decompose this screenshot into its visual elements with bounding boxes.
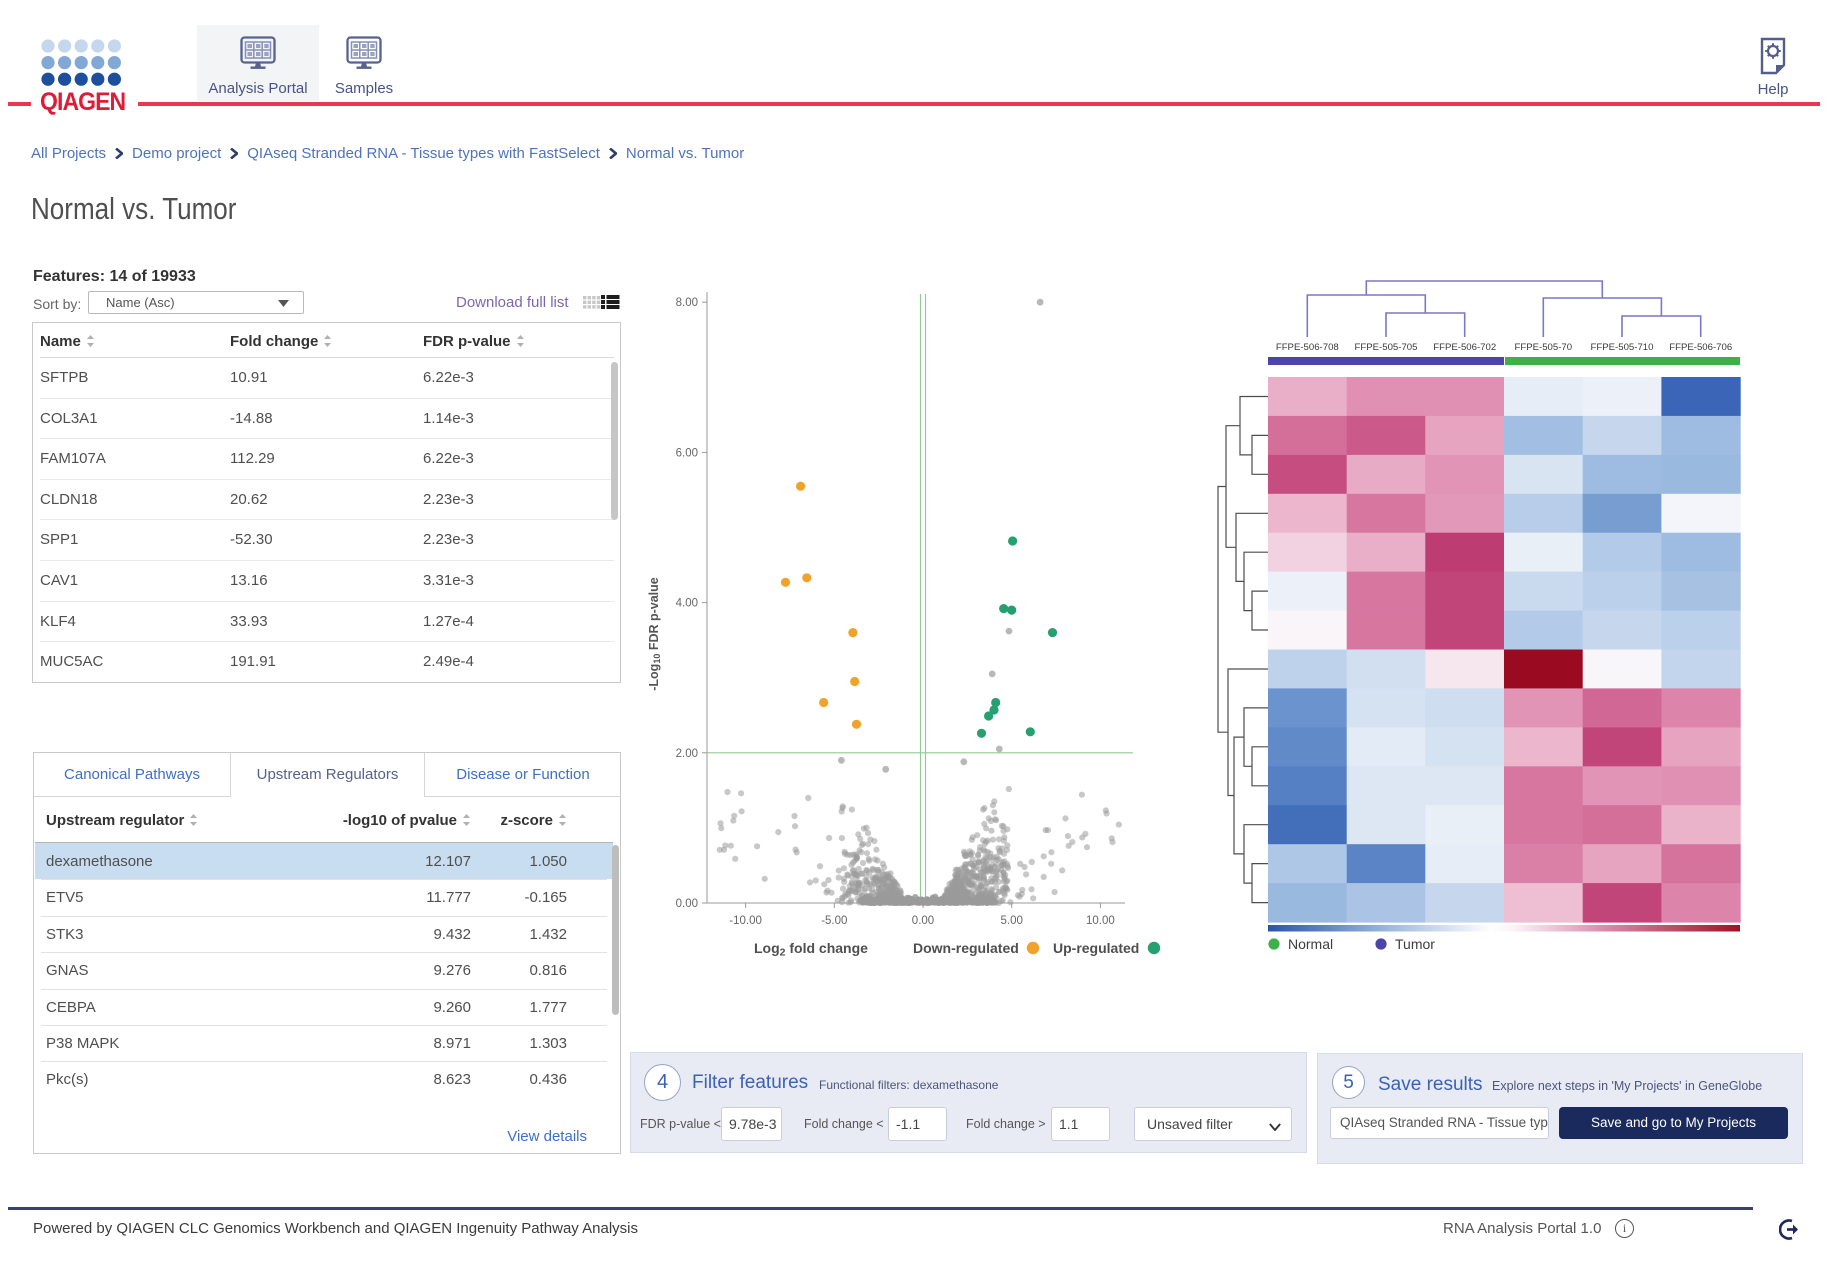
svg-text:FFPE-506-706: FFPE-506-706 xyxy=(1669,342,1732,353)
svg-text:Up-regulated: Up-regulated xyxy=(1053,940,1139,956)
svg-text:8.00: 8.00 xyxy=(676,297,698,309)
svg-text:0.00: 0.00 xyxy=(676,898,698,910)
svg-text:5.00: 5.00 xyxy=(1001,915,1023,927)
svg-text:-5.00: -5.00 xyxy=(821,915,847,927)
svg-text:Down-regulated: Down-regulated xyxy=(913,940,1019,956)
svg-text:6.00: 6.00 xyxy=(676,447,698,459)
svg-text:FFPE-505-710: FFPE-505-710 xyxy=(1591,342,1654,353)
svg-text:0.00: 0.00 xyxy=(912,915,934,927)
svg-text:Normal: Normal xyxy=(1288,936,1333,952)
svg-text:FFPE-505-705: FFPE-505-705 xyxy=(1355,342,1418,353)
svg-text:-Log10 FDR p-value: -Log10 FDR p-value xyxy=(647,577,662,691)
svg-text:Log2 fold change: Log2 fold change xyxy=(754,940,868,959)
svg-text:FFPE-505-70: FFPE-505-70 xyxy=(1515,342,1573,353)
svg-text:FFPE-506-702: FFPE-506-702 xyxy=(1433,342,1496,353)
svg-text:4.00: 4.00 xyxy=(676,598,698,610)
svg-text:2.00: 2.00 xyxy=(676,748,698,760)
svg-text:-10.00: -10.00 xyxy=(729,915,762,927)
svg-text:10.00: 10.00 xyxy=(1086,915,1115,927)
svg-text:Tumor: Tumor xyxy=(1395,936,1435,952)
svg-text:FFPE-506-708: FFPE-506-708 xyxy=(1276,342,1339,353)
